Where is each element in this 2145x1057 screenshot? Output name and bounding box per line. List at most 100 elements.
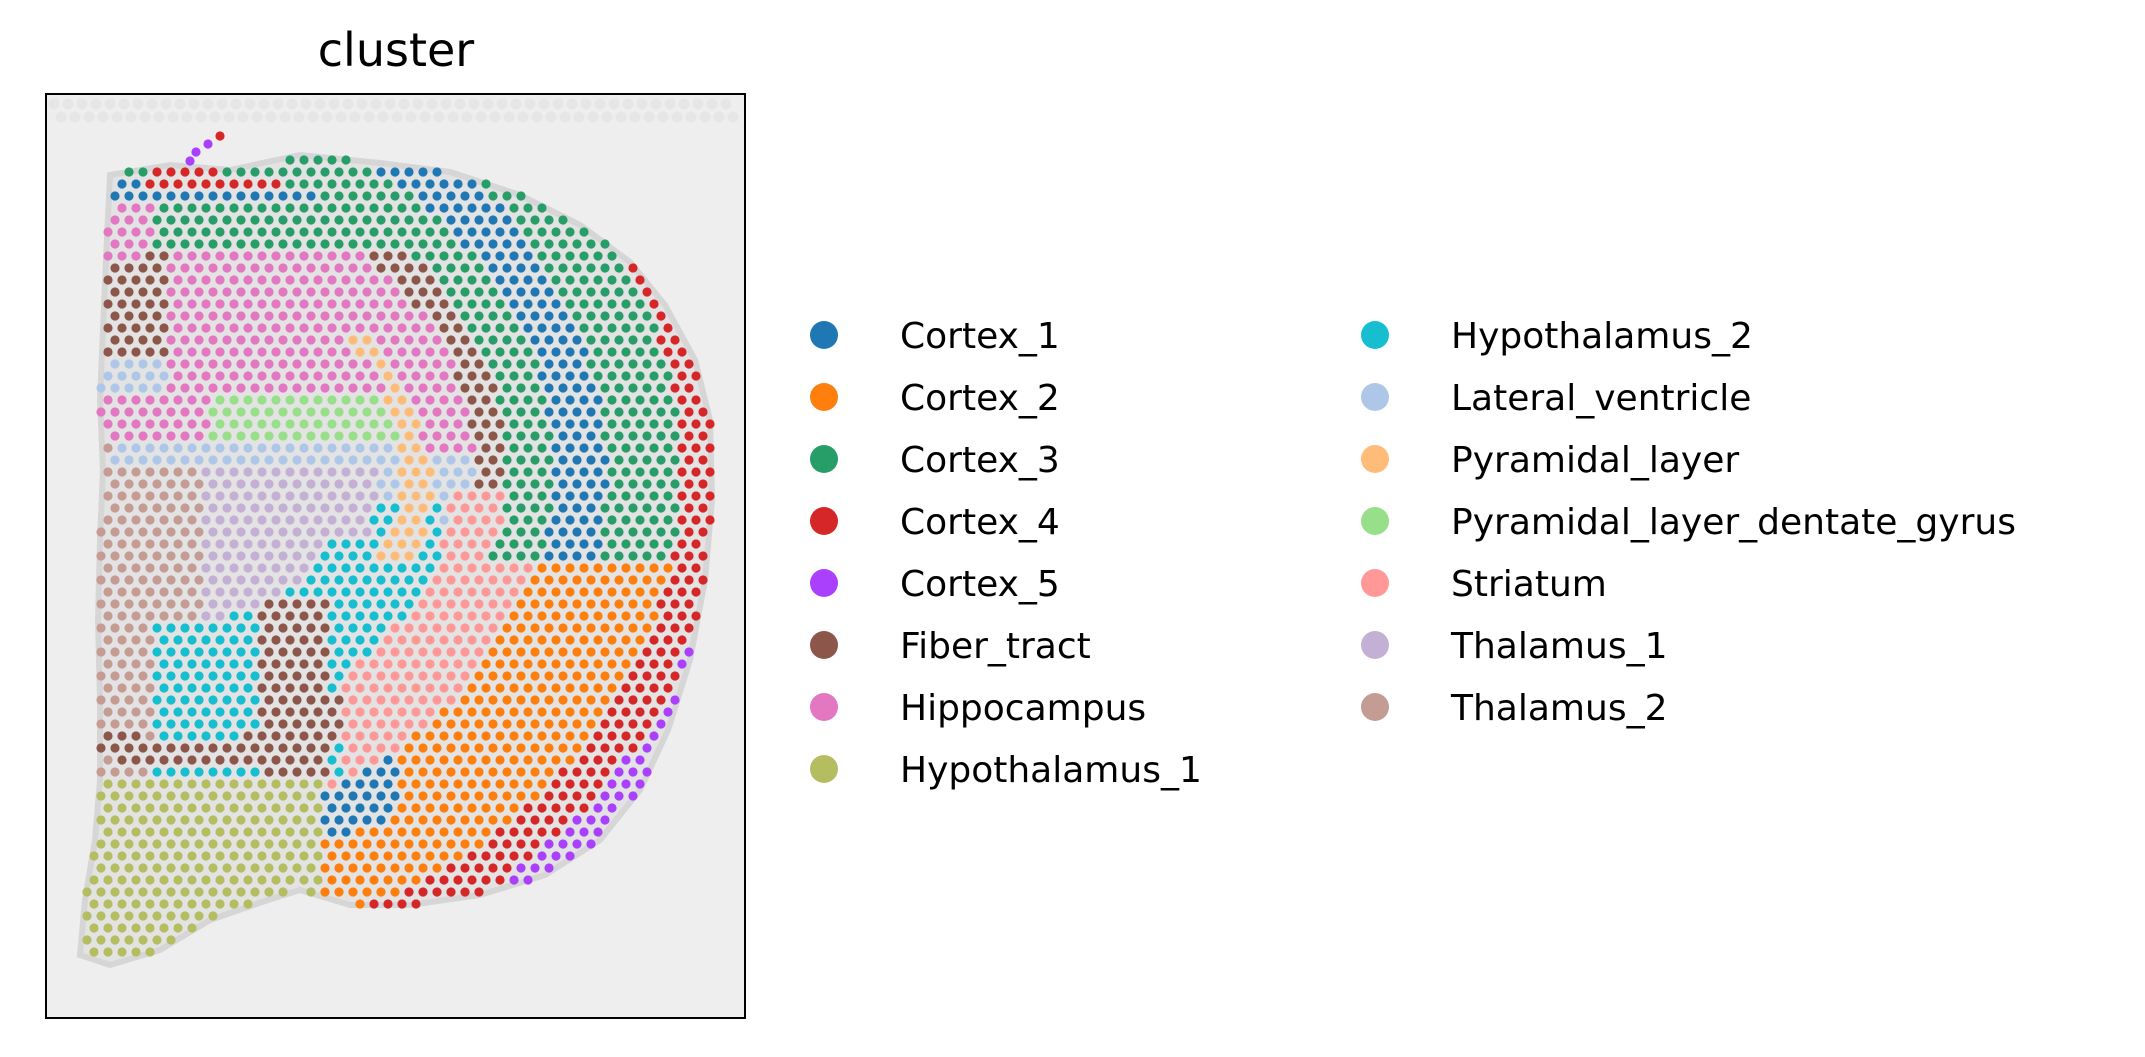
spot-hypothalamus-1 — [159, 923, 169, 933]
spot-striatum — [383, 659, 393, 669]
spot-cortex-4 — [670, 335, 680, 345]
spot-cortex-3 — [572, 239, 582, 249]
spot-thalamus-2 — [103, 443, 113, 453]
spot-cortex-2 — [362, 863, 372, 873]
spot-hippocampus — [327, 275, 337, 285]
spot-cortex-1 — [502, 287, 512, 297]
spot-hippocampus — [243, 347, 253, 357]
spot-hypothalamus-1 — [264, 839, 274, 849]
spot-hypothalamus-2 — [222, 647, 232, 657]
spot-hypothalamus-1 — [313, 779, 323, 789]
spot-hypothalamus-2 — [334, 551, 344, 561]
empty-capture-spot — [419, 111, 431, 123]
spot-hippocampus — [411, 395, 421, 405]
spot-cortex-2 — [649, 563, 659, 573]
spot-fiber-tract — [306, 623, 316, 633]
spot-cortex-2 — [502, 719, 512, 729]
spot-hippocampus — [439, 419, 449, 429]
spot-cortex-3 — [495, 539, 505, 549]
spot-hippocampus — [236, 335, 246, 345]
spot-hippocampus — [131, 251, 141, 261]
spot-hippocampus — [222, 287, 232, 297]
spot-cortex-3 — [348, 239, 358, 249]
spot-cortex-5 — [523, 875, 533, 885]
spot-hypothalamus-1 — [159, 779, 169, 789]
spot-cortex-4 — [516, 839, 526, 849]
spot-cortex-2 — [467, 755, 477, 765]
spot-hypothalamus-1 — [110, 911, 120, 921]
spot-fiber-tract — [488, 383, 498, 393]
spot-cortex-3 — [600, 551, 610, 561]
spot-cortex-1 — [558, 455, 568, 465]
spot-cortex-1 — [572, 527, 582, 537]
spot-hypothalamus-2 — [250, 623, 260, 633]
spot-cortex-3 — [411, 203, 421, 213]
spot-lateral-ventricle — [138, 359, 148, 369]
spot-cortex-3 — [656, 407, 666, 417]
spot-cortex-2 — [537, 587, 547, 597]
spot-fiber-tract — [369, 251, 379, 261]
spot-fiber-tract — [390, 263, 400, 273]
spot-cortex-3 — [544, 263, 554, 273]
spot-pyramidal-layer-dentate-gyrus — [306, 407, 316, 417]
spot-fiber-tract — [439, 323, 449, 333]
spot-lateral-ventricle — [439, 515, 449, 525]
spot-hypothalamus-1 — [103, 875, 113, 885]
spot-hippocampus — [124, 407, 134, 417]
spot-cortex-1 — [439, 179, 449, 189]
legend-label: Lateral_ventricle — [1451, 378, 1751, 419]
spot-cortex-2 — [621, 587, 631, 597]
spot-cortex-2 — [439, 851, 449, 861]
spot-cortex-4 — [593, 779, 603, 789]
spot-thalamus-1 — [250, 503, 260, 513]
spot-hypothalamus-2 — [327, 539, 337, 549]
spot-hypothalamus-2 — [222, 767, 232, 777]
spot-cortex-3 — [236, 239, 246, 249]
empty-capture-spot — [545, 111, 557, 123]
spot-thalamus-1 — [327, 491, 337, 501]
legend-marker — [810, 569, 838, 597]
spot-cortex-4 — [684, 599, 694, 609]
spot-cortex-2 — [621, 563, 631, 573]
spot-hypothalamus-2 — [327, 611, 337, 621]
spot-cortex-3 — [236, 167, 246, 177]
spot-hippocampus — [166, 335, 176, 345]
spot-striatum — [404, 719, 414, 729]
spot-cortex-5 — [635, 779, 645, 789]
spot-thalamus-2 — [103, 539, 113, 549]
spot-hippocampus — [145, 395, 155, 405]
spot-cortex-2 — [488, 671, 498, 681]
spot-hypothalamus-1 — [215, 803, 225, 813]
spot-hippocampus — [404, 383, 414, 393]
spot-cortex-2 — [348, 863, 358, 873]
spot-cortex-3 — [236, 215, 246, 225]
spot-thalamus-2 — [131, 515, 141, 525]
spot-lateral-ventricle — [446, 455, 456, 465]
spot-cortex-4 — [460, 863, 470, 873]
spot-cortex-3 — [544, 479, 554, 489]
spot-cortex-4 — [635, 707, 645, 717]
spot-cortex-5 — [203, 139, 213, 149]
spot-hippocampus — [257, 251, 267, 261]
spot-cortex-4 — [684, 455, 694, 465]
spot-cortex-1 — [551, 515, 561, 525]
spot-cortex-3 — [579, 323, 589, 333]
spot-cortex-3 — [523, 491, 533, 501]
spot-thalamus-1 — [341, 515, 351, 525]
spot-thalamus-2 — [173, 587, 183, 597]
spot-hypothalamus-2 — [159, 683, 169, 693]
legend-item: Hypothalamus_2 — [1361, 316, 1753, 357]
spot-cortex-1 — [383, 779, 393, 789]
spot-cortex-4 — [691, 419, 701, 429]
spot-lateral-ventricle — [124, 455, 134, 465]
spot-cortex-3 — [635, 395, 645, 405]
spot-hypothalamus-1 — [138, 911, 148, 921]
spot-hypothalamus-2 — [152, 767, 162, 777]
spot-cortex-2 — [383, 827, 393, 837]
spot-lateral-ventricle — [446, 479, 456, 489]
spot-cortex-2 — [523, 611, 533, 621]
spot-cortex-4 — [663, 683, 673, 693]
spot-thalamus-1 — [278, 527, 288, 537]
spot-cortex-2 — [551, 707, 561, 717]
spot-cortex-3 — [656, 383, 666, 393]
